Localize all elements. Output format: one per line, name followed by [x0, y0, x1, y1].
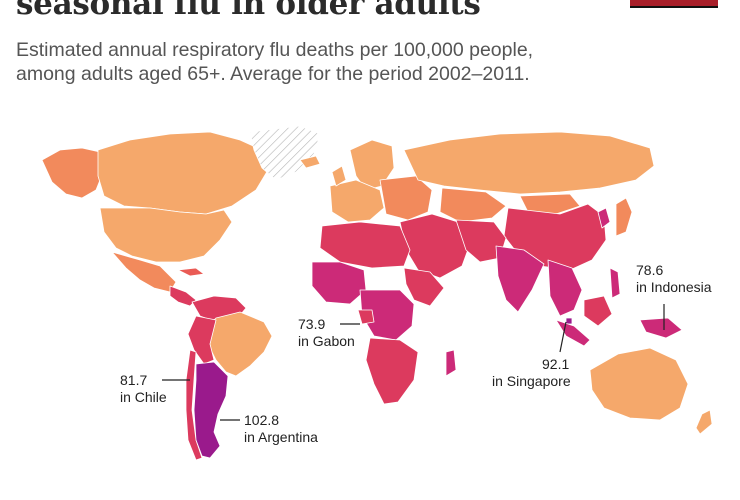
region-middle-east — [399, 213, 471, 279]
region-chile — [185, 349, 203, 461]
region-madagascar — [445, 349, 457, 377]
region-iceland — [299, 155, 321, 169]
region-philippines — [609, 267, 621, 299]
chart-title: seasonal flu in older adults — [16, 0, 481, 22]
region-korea — [597, 207, 611, 229]
region-central-america — [169, 285, 197, 307]
region-southern-africa — [365, 337, 419, 405]
chart-subtitle: Estimated annual respiratory flu deaths … — [16, 38, 656, 86]
region-scandinavia — [349, 139, 395, 191]
region-greenland — [249, 125, 321, 181]
region-new-zealand — [695, 409, 713, 435]
region-kazakhstan — [439, 187, 507, 223]
singapore-value: 92.1 — [542, 356, 570, 372]
annotation-argentina: 102.8 in Argentina — [244, 412, 318, 446]
subtitle-line-1: Estimated annual respiratory flu deaths … — [16, 39, 534, 61]
argentina-label: in Argentina — [244, 429, 318, 445]
region-borneo — [583, 295, 613, 327]
indonesia-label: in Indonesia — [636, 279, 712, 295]
subtitle-line-2: among adults aged 65+. Average for the p… — [16, 63, 530, 85]
region-uk — [331, 165, 347, 187]
region-new-guinea — [639, 317, 683, 339]
region-japan — [615, 197, 633, 237]
chile-label: in Chile — [120, 389, 167, 405]
singapore-leader-line — [559, 321, 567, 353]
region-horn-of-africa — [403, 267, 445, 307]
region-india — [495, 245, 545, 313]
region-western-europe — [329, 179, 385, 223]
annotation-singapore: 92.1 in Singapore — [492, 356, 571, 390]
region-australia — [589, 347, 689, 421]
region-russia — [403, 131, 655, 195]
argentina-value: 102.8 — [244, 412, 280, 428]
region-singapore — [565, 317, 573, 325]
region-usa — [99, 207, 233, 263]
chile-value: 81.7 — [120, 372, 148, 388]
gabon-label: in Gabon — [298, 333, 355, 349]
region-argentina — [193, 361, 229, 459]
region-peru-bolivia — [187, 315, 217, 365]
annotation-chile: 81.7 in Chile — [120, 372, 167, 406]
region-west-africa — [311, 261, 367, 305]
region-eastern-europe — [379, 175, 433, 221]
singapore-label: in Singapore — [492, 373, 571, 389]
region-indonesia-west — [555, 319, 591, 347]
gabon-value: 73.9 — [298, 316, 326, 332]
region-cuba — [177, 267, 205, 277]
region-canada — [97, 131, 269, 215]
region-mongolia — [519, 193, 581, 215]
indonesia-value: 78.6 — [636, 262, 664, 278]
region-alaska — [41, 147, 105, 199]
region-southeast-asia — [547, 259, 583, 317]
region-gabon — [357, 309, 375, 325]
region-north-africa — [319, 221, 411, 269]
annotation-gabon: 73.9 in Gabon — [298, 316, 355, 350]
annotation-indonesia: 78.6 in Indonesia — [636, 262, 712, 296]
brand-logo-box — [630, 0, 718, 8]
